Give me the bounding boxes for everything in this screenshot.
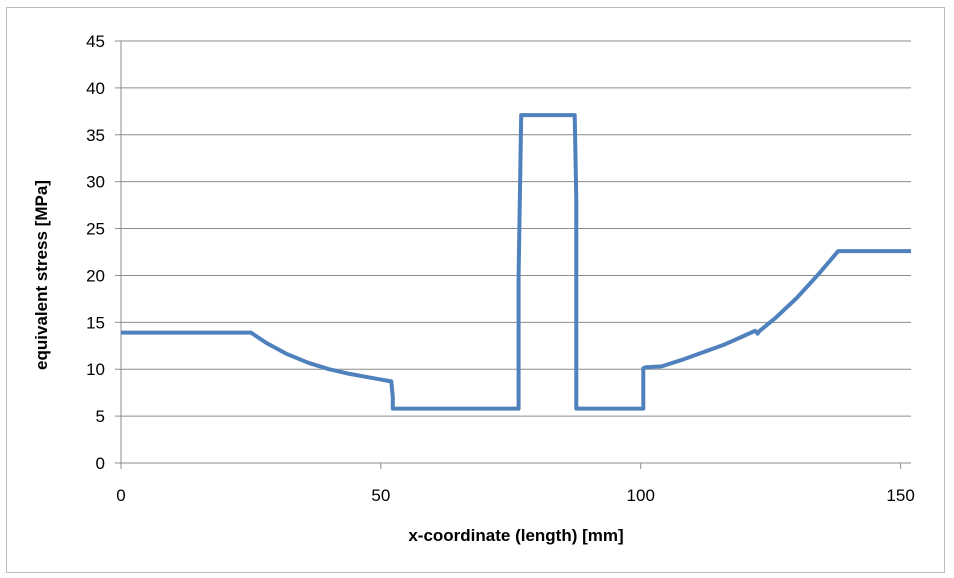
chart-frame bbox=[6, 7, 945, 573]
y-tick-label-5: 5 bbox=[96, 407, 105, 426]
x-tick-label-150: 150 bbox=[886, 486, 914, 505]
x-tick-labels: 0 50 100 150 bbox=[116, 486, 915, 505]
series-line-0 bbox=[121, 113, 911, 411]
x-tick-label-50: 50 bbox=[371, 486, 390, 505]
y-tick-label-30: 30 bbox=[86, 173, 105, 192]
y-tick-labels: 0 5 10 15 20 25 30 35 40 45 bbox=[86, 32, 105, 473]
y-tick-label-20: 20 bbox=[86, 266, 105, 285]
y-tick-label-25: 25 bbox=[86, 220, 105, 239]
y-axis-title: equivalent stress [MPa] bbox=[32, 180, 51, 370]
gridlines bbox=[115, 40, 911, 469]
x-tick-label-100: 100 bbox=[627, 486, 655, 505]
series-group bbox=[121, 113, 911, 411]
y-tick-label-10: 10 bbox=[86, 360, 105, 379]
x-tick-label-0: 0 bbox=[116, 486, 125, 505]
x-axis-title: x-coordinate (length) [mm] bbox=[408, 526, 623, 545]
y-tick-label-45: 45 bbox=[86, 32, 105, 51]
y-tick-label-40: 40 bbox=[86, 79, 105, 98]
y-tick-label-0: 0 bbox=[96, 454, 105, 473]
y-tick-label-35: 35 bbox=[86, 126, 105, 145]
y-tick-label-15: 15 bbox=[86, 313, 105, 332]
